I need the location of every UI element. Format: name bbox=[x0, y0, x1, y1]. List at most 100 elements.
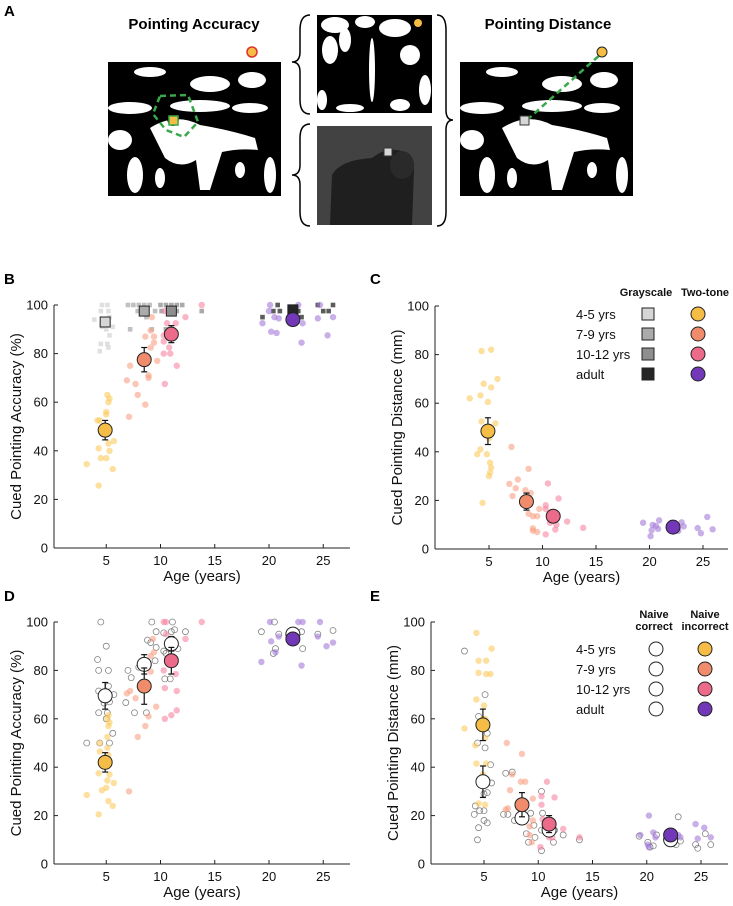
data-point-circle bbox=[147, 344, 154, 351]
data-point-open-circle bbox=[483, 789, 491, 797]
legend-header: Naive bbox=[639, 609, 668, 621]
data-point-circle bbox=[474, 451, 481, 458]
data-point-square bbox=[97, 348, 103, 354]
data-point-circle bbox=[298, 339, 305, 346]
data-point-square bbox=[92, 317, 97, 322]
legend-swatch-circle bbox=[697, 681, 713, 697]
x-tick-label: 10 bbox=[153, 869, 167, 884]
y-tick-label: 100 bbox=[26, 615, 48, 630]
data-point-square bbox=[199, 308, 205, 314]
data-point-circle bbox=[645, 812, 653, 819]
data-point-circle bbox=[163, 320, 171, 327]
data-point-square bbox=[99, 302, 105, 308]
data-point-circle bbox=[96, 739, 103, 747]
data-point-circle bbox=[323, 643, 330, 650]
x-tick-label: 20 bbox=[642, 554, 656, 569]
pointing-response-marker-distance bbox=[596, 46, 608, 58]
data-point-circle bbox=[504, 805, 512, 812]
data-point-circle bbox=[487, 346, 495, 353]
y-tick-label: 20 bbox=[411, 808, 425, 823]
data-point-open-circle bbox=[480, 807, 488, 815]
data-point-circle bbox=[267, 328, 275, 335]
data-point-circle bbox=[172, 320, 179, 327]
data-point-circle bbox=[273, 329, 280, 337]
data-point-circle bbox=[514, 476, 522, 483]
mean-marker-open-circle bbox=[97, 688, 113, 704]
data-point-circle bbox=[104, 744, 111, 752]
data-point-open-circle bbox=[694, 844, 702, 852]
data-point-circle bbox=[694, 835, 701, 842]
data-point-circle bbox=[132, 380, 139, 388]
legend-header: incorrect bbox=[681, 621, 728, 633]
data-point-circle bbox=[167, 350, 174, 357]
data-point-circle bbox=[551, 794, 558, 801]
two-tone-image-distance bbox=[460, 46, 633, 196]
x-tick-label: 10 bbox=[531, 869, 545, 884]
data-point-open-circle bbox=[124, 667, 132, 674]
data-point-square bbox=[106, 308, 111, 314]
data-point-circle bbox=[480, 702, 488, 709]
panel-a: A Pointing Accuracy Pointing Distance bbox=[4, 3, 633, 227]
data-point-circle bbox=[478, 347, 485, 355]
data-point-open-circle bbox=[559, 831, 567, 839]
data-point-circle bbox=[266, 301, 274, 309]
data-point-open-circle bbox=[95, 709, 103, 717]
legend-swatch-circle bbox=[697, 661, 713, 677]
data-point-circle bbox=[173, 687, 180, 695]
data-point-circle bbox=[644, 841, 652, 848]
legend-swatch-square bbox=[641, 347, 655, 361]
x-tick-label: 5 bbox=[480, 869, 487, 884]
data-point-open-circle bbox=[502, 769, 510, 777]
data-point-square bbox=[131, 302, 136, 308]
data-point-circle bbox=[110, 437, 118, 445]
data-point-circle bbox=[134, 391, 141, 399]
mean-marker-circle bbox=[514, 797, 530, 813]
data-point-square bbox=[152, 308, 158, 314]
data-point-open-circle bbox=[131, 709, 138, 717]
data-point-open-circle bbox=[470, 810, 478, 818]
mean-marker-circle bbox=[97, 754, 113, 770]
mean-marker-circle bbox=[518, 494, 534, 510]
data-point-circle bbox=[83, 460, 90, 468]
data-point-circle bbox=[526, 831, 533, 839]
data-point-square bbox=[330, 302, 336, 308]
data-point-circle bbox=[555, 495, 562, 502]
data-point-circle bbox=[105, 797, 112, 805]
legend-label: 7-9 yrs bbox=[576, 327, 616, 342]
x-tick-label: 20 bbox=[262, 553, 276, 568]
data-point-open-circle bbox=[94, 656, 101, 663]
two-tone-image-full bbox=[317, 15, 432, 113]
mean-marker-circle bbox=[285, 631, 301, 647]
data-point-circle bbox=[647, 532, 654, 540]
panel-label: B bbox=[4, 271, 15, 288]
data-point-open-circle bbox=[539, 809, 546, 817]
data-point-circle bbox=[165, 344, 173, 351]
data-point-circle bbox=[105, 440, 112, 447]
panel-d-chart: D 0 20 40 60 80 100 5 10 15 20 25 Age (years) Cued Po… bbox=[4, 588, 350, 901]
data-point-circle bbox=[110, 779, 118, 787]
data-point-circle bbox=[543, 778, 551, 785]
data-point-circle bbox=[508, 443, 515, 451]
legend-swatch-circle bbox=[690, 346, 706, 362]
data-point-circle bbox=[492, 420, 499, 427]
data-point-circle bbox=[480, 380, 487, 387]
x-axis-label: Age (years) bbox=[163, 568, 241, 585]
pointing-response-marker bbox=[246, 46, 258, 58]
data-point-circle bbox=[487, 670, 494, 678]
data-point-square bbox=[169, 302, 174, 308]
data-point-square bbox=[158, 302, 163, 308]
data-point-circle bbox=[538, 801, 545, 808]
data-point-square bbox=[105, 341, 110, 347]
data-point-circle bbox=[259, 320, 266, 327]
data-point-circle bbox=[536, 505, 543, 513]
y-tick-label: 80 bbox=[415, 347, 429, 362]
data-point-circle bbox=[697, 530, 705, 537]
data-point-square bbox=[127, 327, 133, 332]
data-point-circle bbox=[198, 301, 205, 309]
data-point-circle bbox=[172, 670, 179, 678]
data-point-circle bbox=[125, 788, 133, 795]
two-tone-image-accuracy bbox=[108, 46, 281, 196]
data-point-circle bbox=[314, 633, 322, 640]
data-point-circle bbox=[134, 733, 141, 741]
